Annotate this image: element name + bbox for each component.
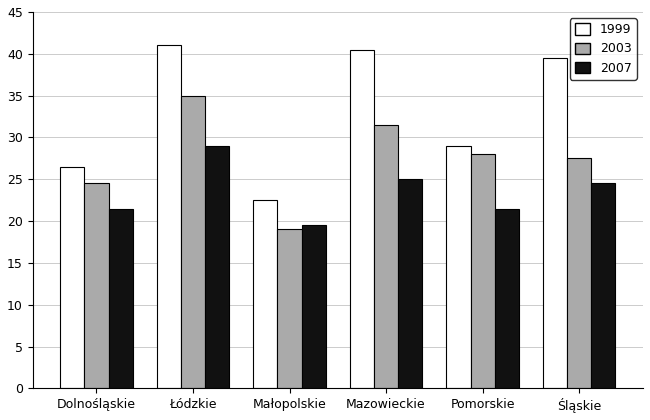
Bar <box>471 154 495 388</box>
Bar <box>181 96 205 388</box>
Bar <box>447 146 471 388</box>
Bar <box>567 158 591 388</box>
Bar <box>157 45 181 389</box>
Bar <box>302 225 326 388</box>
Bar <box>350 50 374 388</box>
Legend: 1999, 2003, 2007: 1999, 2003, 2007 <box>570 18 637 80</box>
Bar <box>398 179 422 388</box>
Bar <box>374 125 398 389</box>
Bar <box>591 184 616 388</box>
Bar <box>254 200 278 388</box>
Bar <box>60 167 84 388</box>
Bar <box>543 58 567 388</box>
Bar <box>495 208 519 388</box>
Bar <box>205 146 229 388</box>
Bar <box>109 208 133 388</box>
Bar <box>278 229 302 388</box>
Bar <box>84 184 109 388</box>
